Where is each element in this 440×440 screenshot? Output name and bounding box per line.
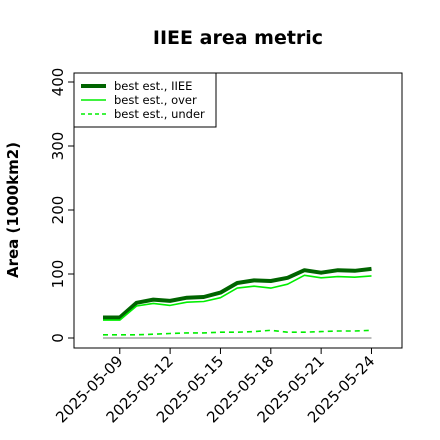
y-tick-label: 0 <box>49 333 67 343</box>
legend-label-2: best est., over <box>114 93 197 107</box>
y-axis: 0 100 200 300 400 <box>49 68 372 343</box>
series-line-3 <box>103 329 372 336</box>
legend-label-3: best est., under <box>114 107 205 121</box>
y-tick-label: 300 <box>49 132 67 161</box>
y-axis-label: Area (1000km2) <box>4 142 22 278</box>
y-tick-label: 100 <box>49 260 67 289</box>
y-tick-label: 400 <box>49 68 67 97</box>
chart-title: IIEE area metric <box>153 27 323 49</box>
series-line-2 <box>103 274 372 321</box>
legend-label-1: best est., IIEE <box>114 79 192 93</box>
series-line-1 <box>103 266 372 320</box>
y-tick-label: 200 <box>49 196 67 225</box>
series-layer <box>103 266 372 336</box>
x-axis: 2025-05-092025-05-122025-05-152025-05-18… <box>52 348 378 426</box>
